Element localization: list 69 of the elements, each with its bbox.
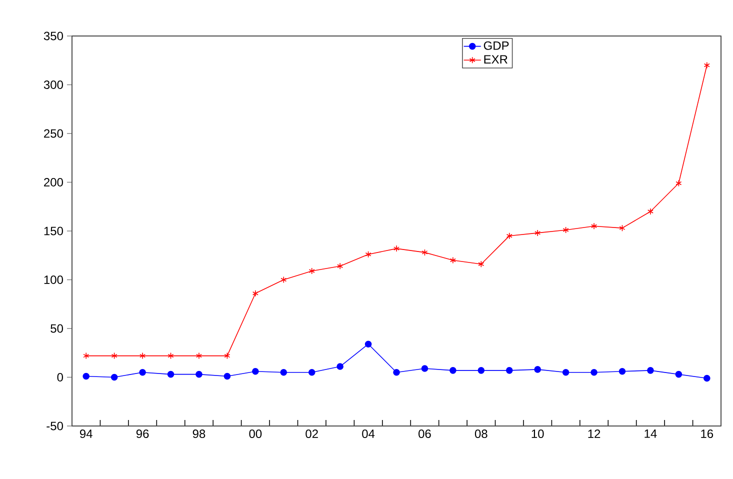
point: [252, 290, 258, 297]
point: [111, 352, 118, 360]
point: [450, 367, 456, 374]
point: [704, 374, 710, 382]
point: [336, 363, 344, 370]
point: [534, 230, 541, 236]
y-tick-label: 250: [44, 129, 63, 138]
point: [618, 368, 626, 375]
y-tick-label: 100: [44, 276, 63, 284]
point: [364, 340, 372, 348]
point: [478, 367, 485, 374]
point: [619, 224, 626, 232]
point: [422, 249, 428, 256]
point: [196, 352, 202, 360]
point: [647, 367, 654, 374]
point: [308, 268, 315, 274]
x-tick-label: 96: [136, 430, 149, 438]
point: [534, 366, 541, 373]
point: [308, 368, 316, 376]
point: [506, 232, 512, 240]
x-tick-label: 16: [701, 430, 714, 438]
point: [591, 222, 598, 230]
y-tick-label: 350: [44, 32, 63, 40]
point: [506, 367, 513, 374]
point: [196, 370, 202, 378]
x-tick-label: 14: [644, 430, 657, 438]
point: [393, 368, 400, 376]
point: [450, 256, 456, 264]
point: [337, 262, 344, 270]
x-tick-label: 98: [192, 430, 206, 438]
x-tick-label: 04: [362, 430, 375, 438]
x-tick-label: 10: [532, 430, 544, 438]
legend-label: EXR: [484, 55, 508, 64]
point: [167, 370, 174, 378]
legend-label: GDP: [484, 41, 509, 50]
point: [675, 370, 682, 378]
point: [394, 245, 400, 252]
y-tick-label: 150: [44, 226, 63, 236]
point: [562, 368, 570, 376]
point: [704, 62, 710, 69]
y-tick-label: 300: [44, 80, 63, 89]
point: [280, 276, 287, 284]
point: [139, 368, 146, 376]
point: [590, 368, 598, 376]
y-tick-label: -50: [46, 422, 64, 430]
point: [82, 372, 90, 380]
point: [83, 352, 90, 360]
point: [224, 352, 230, 360]
y-tick-label: 50: [50, 324, 63, 333]
x-tick-label: 94: [80, 430, 92, 438]
point: [562, 226, 569, 234]
x-tick-label: 06: [418, 430, 431, 438]
x-tick-label: 00: [249, 430, 262, 438]
point: [365, 251, 372, 258]
point: [224, 372, 231, 380]
point: [110, 374, 118, 381]
y-tick-label: 200: [44, 178, 63, 186]
point: [421, 365, 428, 372]
x-tick-label: 08: [474, 430, 488, 438]
point: [647, 208, 654, 215]
point: [280, 368, 288, 376]
x-tick-label: 12: [588, 430, 600, 438]
point: [140, 352, 146, 360]
x-tick-label: 02: [306, 430, 318, 438]
point: [252, 368, 259, 375]
y-tick-label: 0: [57, 373, 64, 382]
point: [168, 352, 174, 360]
point: [478, 260, 484, 268]
point: [676, 180, 682, 187]
